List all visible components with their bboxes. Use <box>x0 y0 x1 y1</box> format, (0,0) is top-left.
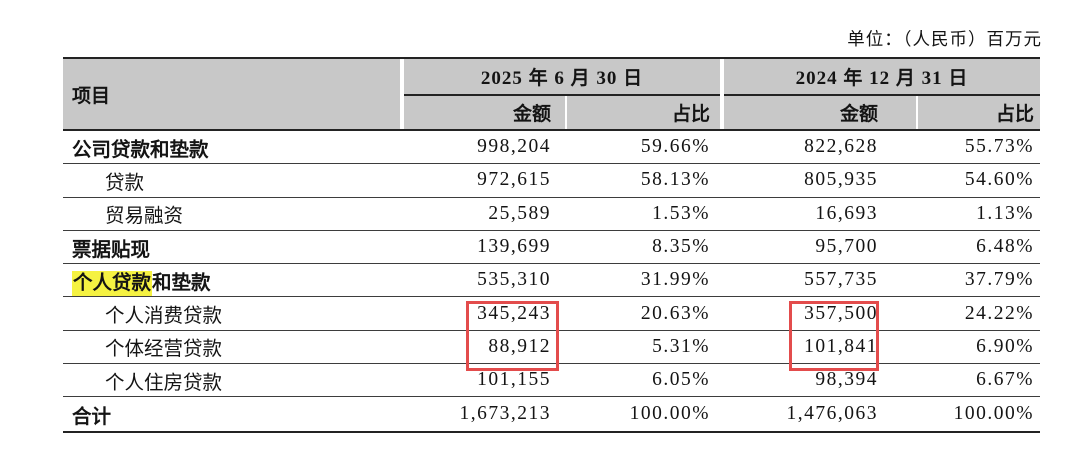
ratio-2025-cell: 58.13% <box>640 169 710 191</box>
ratio-2024-cell: 55.73% <box>964 136 1034 158</box>
amount-2024-cell: 557,735 <box>804 269 878 291</box>
header-label-gap <box>916 96 918 129</box>
table-row-personal-housing-loans: 个人住房贷款 101,155 6.05% 98,394 6.67% <box>63 364 1040 398</box>
table-row-trade-finance: 贸易融资 25,589 1.53% 16,693 1.13% <box>63 198 1040 231</box>
table-header: 项目 2025 年 6 月 30 日 金额 占比 2024 年 12 月 31 … <box>63 57 1040 131</box>
header-column-gap <box>400 59 404 129</box>
header-column-gap <box>720 59 724 129</box>
table-row-corporate-loans: 公司贷款和垫款 998,204 59.66% 822,628 55.73% <box>63 131 1040 165</box>
ratio-2025-cell: 6.05% <box>652 369 710 391</box>
table-row-bill-discount: 票据贴现 139,699 8.35% 95,700 6.48% <box>63 231 1040 265</box>
amount-2025-cell: 972,615 <box>477 169 551 191</box>
amount-2025-cell: 139,699 <box>477 236 551 258</box>
row-label: 个体经营贷款 <box>105 339 223 361</box>
header-group-2024: 2024 年 12 月 31 日 金额 占比 <box>724 59 1040 129</box>
row-label-rest: 和垫款 <box>152 272 211 294</box>
amount-2024-cell: 95,700 <box>815 236 878 258</box>
table-row-total: 合计 1,673,213 100.00% 1,476,063 100.00% <box>63 397 1040 430</box>
amount-2024-cell: 805,935 <box>804 169 878 191</box>
ratio-2024-cell: 1.13% <box>976 202 1034 224</box>
table-row-personal-business-loans: 个体经营贷款 88,912 5.31% 101,841 6.90% <box>63 331 1040 365</box>
ratio-2025-cell: 100.00% <box>629 403 710 425</box>
loans-table: 项目 2025 年 6 月 30 日 金额 占比 2024 年 12 月 31 … <box>63 57 1040 433</box>
ratio-2025-cell: 59.66% <box>640 136 710 158</box>
amount-2025-cell: 345,243 <box>477 302 551 324</box>
amount-2024-cell: 357,500 <box>804 302 878 324</box>
ratio-2024-cell: 100.00% <box>953 403 1034 425</box>
ratio-2025-cell: 8.35% <box>652 236 710 258</box>
header-item-label: 项目 <box>63 59 400 129</box>
row-label: 贸易融资 <box>105 206 184 228</box>
ratio-2024-cell: 54.60% <box>964 169 1034 191</box>
amount-2025-cell: 535,310 <box>477 269 551 291</box>
amount-2024-cell: 16,693 <box>815 202 878 224</box>
row-label: 贷款 <box>105 172 145 194</box>
ratio-2024-cell: 37.79% <box>964 269 1034 291</box>
ratio-2024-cell: 6.48% <box>976 236 1034 258</box>
row-label: 个人消费贷款 <box>105 306 223 328</box>
table-row-loans: 贷款 972,615 58.13% 805,935 54.60% <box>63 164 1040 198</box>
header-divider <box>404 94 720 96</box>
row-label: 个人住房贷款 <box>105 372 223 394</box>
header-sublabels-2025: 金额 占比 <box>404 96 720 129</box>
amount-2025-cell: 101,155 <box>477 369 551 391</box>
table-row-personal-consumer-loans: 个人消费贷款 345,243 20.63% 357,500 24.22% <box>63 297 1040 331</box>
amount-2025-cell: 25,589 <box>488 202 551 224</box>
header-period-2025: 2025 年 6 月 30 日 <box>404 59 720 94</box>
header-ratio-label-2024: 占比 <box>918 96 1040 129</box>
ratio-2024-cell: 24.22% <box>964 302 1034 324</box>
header-amount-label-2024: 金额 <box>724 96 916 129</box>
amount-2024-cell: 101,841 <box>804 335 878 357</box>
amount-2025-cell: 998,204 <box>477 136 551 158</box>
ratio-2025-cell: 1.53% <box>652 202 710 224</box>
amount-2025-cell: 1,673,213 <box>459 403 551 425</box>
header-label-gap <box>565 96 567 129</box>
header-divider <box>724 94 1040 96</box>
red-annotation-box-2024 <box>789 301 879 371</box>
red-annotation-box-2025 <box>466 301 559 371</box>
header-amount-label-2025: 金额 <box>404 96 565 129</box>
amount-2024-cell: 822,628 <box>804 136 878 158</box>
amount-2024-cell: 98,394 <box>815 369 878 391</box>
row-label: 公司贷款和垫款 <box>72 139 209 161</box>
header-sublabels-2024: 金额 占比 <box>724 96 1040 129</box>
highlight-mark: 个人贷款 <box>72 270 153 296</box>
ratio-2025-cell: 5.31% <box>652 335 710 357</box>
ratio-2025-cell: 20.63% <box>640 302 710 324</box>
ratio-2024-cell: 6.67% <box>976 369 1034 391</box>
ratio-2024-cell: 6.90% <box>976 335 1034 357</box>
header-group-2025: 2025 年 6 月 30 日 金额 占比 <box>404 59 720 129</box>
row-label: 个人贷款和垫款 <box>63 266 404 296</box>
ratio-2025-cell: 31.99% <box>640 269 710 291</box>
header-period-2024: 2024 年 12 月 31 日 <box>724 59 1040 94</box>
header-ratio-label-2025: 占比 <box>567 96 720 129</box>
unit-note: 单位：（人民币）百万元 <box>847 29 1042 49</box>
row-label: 合计 <box>72 406 112 428</box>
row-label: 票据贴现 <box>72 239 151 261</box>
amount-2025-cell: 88,912 <box>488 335 551 357</box>
table-row-personal-loans: 个人贷款和垫款 535,310 31.99% 557,735 37.79% <box>63 264 1040 298</box>
table-body: 公司贷款和垫款 998,204 59.66% 822,628 55.73% 贷款… <box>63 131 1040 433</box>
amount-2024-cell: 1,476,063 <box>786 403 878 425</box>
